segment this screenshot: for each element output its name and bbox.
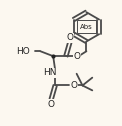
Text: O: O: [66, 33, 73, 42]
Text: O: O: [71, 81, 78, 90]
Text: HO: HO: [16, 47, 30, 56]
Text: O: O: [73, 52, 80, 61]
Text: HN: HN: [44, 68, 57, 77]
Text: O: O: [48, 100, 55, 108]
Text: Abs: Abs: [80, 24, 93, 30]
